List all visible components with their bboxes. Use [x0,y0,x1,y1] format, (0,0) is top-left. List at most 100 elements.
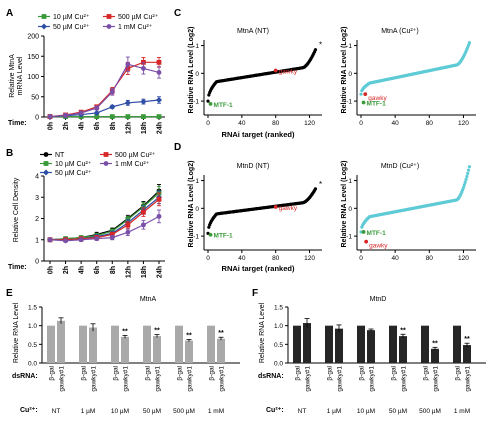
bar-label: gawky#1 [369,366,376,392]
data-point [313,48,318,52]
bar-label: β-gal [359,365,366,380]
panel-c-ranked-scatter: MtnA (NT) MtnA (Cu²⁺) Relative RNA Level… [188,27,476,139]
bar [421,325,429,363]
legend-marker [41,23,47,30]
group-label: 10 µM [357,408,375,415]
x-tick-label: 0 [206,120,210,127]
data-point [156,213,162,219]
data-point [109,232,115,237]
bar-label: gawky#1 [187,366,194,392]
x-tick-label: 6h [94,266,101,274]
x-tick-label: 0 [359,120,363,127]
x-tick-label: 12h [125,266,132,278]
bar-label: β-gal [327,365,334,380]
x-tick-label: 40 [238,255,246,262]
x-tick-label: 0 [206,255,210,262]
panel-letter-a: A [6,8,13,19]
data-point [206,99,210,103]
bar [185,340,193,363]
y-tick-label: 0.5 [274,342,283,349]
bar-label: β-gal [391,365,398,380]
y-tick-label: 2 [35,216,39,223]
bar-label: β-gal [49,365,56,380]
bar [357,325,365,363]
x-tick-label: 12h [125,122,132,134]
group-label: 1 mM [454,408,470,415]
legend-marker [106,14,112,19]
panel-b-ylabel: Relative Cell Density [13,177,20,242]
data-point [94,236,100,242]
legend-marker [43,152,49,157]
y-tick-label: -1 [346,99,352,106]
data-point [464,177,468,182]
series-line [49,63,160,118]
bar-label: β-gal [177,365,184,380]
data-point [463,180,467,184]
group-label: 50 µM [143,408,161,415]
data-point [93,109,100,116]
y-tick-label: 0 [35,115,39,122]
bar [335,328,343,363]
legend-b-10um: 10 µM Cu²⁺ [55,161,92,168]
panel-a-time-label: Time: [8,120,27,127]
panel-e-cu-label: Cu²⁺: [20,407,38,414]
x-tick-label: 2h [63,122,70,130]
gawky-label: gawky [369,243,388,250]
significance-mark: ** [400,327,406,334]
series-line [49,192,160,241]
bar-label: β-gal [81,365,88,380]
bar [399,336,407,363]
significance-mark: ** [186,332,192,339]
y-tick-label: -1 [193,234,199,241]
mtf1-point [208,101,213,106]
x-tick-label: 4h [79,122,86,130]
group-label: 500 µM [173,408,195,415]
x-tick-label: 0h [48,266,55,274]
panel-a-ylabel-line1: Relative MtnA [9,54,16,98]
data-point [141,114,146,119]
panel-f-title: MtnD [370,296,387,303]
x-tick-label: 8h [110,122,117,130]
data-point [125,61,131,67]
data-point [313,187,318,191]
gawky-label: gawky [368,95,387,102]
x-tick-label: 40 [392,255,400,262]
panel-a-line-chart: Relative MtnA mRNA Level Time: 10 µM Cu²… [8,14,165,134]
legend-a-500um: 500 µM Cu²⁺ [118,14,159,21]
bar-label: β-gal [295,365,302,380]
panel-c-right-title: MtnA (Cu²⁺) [381,28,419,35]
y-tick-label: -1 [193,99,199,106]
panel-d-left-title: MtnD (NT) [237,163,270,170]
bar [47,325,55,363]
series-line [49,190,160,241]
x-tick-label: 18h [141,122,148,134]
data-point [109,103,116,110]
panel-b-legend: NT 500 µM Cu²⁺ 10 µM Cu²⁺ 1 mM Cu²⁺ 50 µ… [55,152,156,177]
legend-marker [43,169,49,176]
bar [389,325,397,363]
x-tick-label: 0 [359,255,363,262]
legend-a-50um: 50 µM Cu²⁺ [53,24,90,31]
data-point [141,222,146,228]
panel-letter-f: F [252,288,258,299]
data-point [109,114,115,119]
y-tick-label: 1 [195,178,199,185]
data-point [156,114,162,119]
data-point [461,185,466,190]
y-tick-label: 0 [35,259,39,266]
significance-mark: ** [218,330,224,337]
data-point [141,66,146,71]
y-tick-label: 3 [35,195,39,202]
legend-b-nt: NT [55,152,65,159]
data-point [467,41,472,45]
x-tick-label: 120 [304,255,315,262]
y-tick-label: 0.0 [274,361,283,368]
significance-star: * [319,41,322,50]
bar-label: gawky#1 [155,366,162,392]
data-point [140,98,147,105]
data-point [124,99,131,106]
group-label: 50 µM [389,408,407,415]
data-point [462,183,466,187]
data-point [156,70,162,75]
legend-a-10um: 10 µM Cu²⁺ [53,14,90,21]
